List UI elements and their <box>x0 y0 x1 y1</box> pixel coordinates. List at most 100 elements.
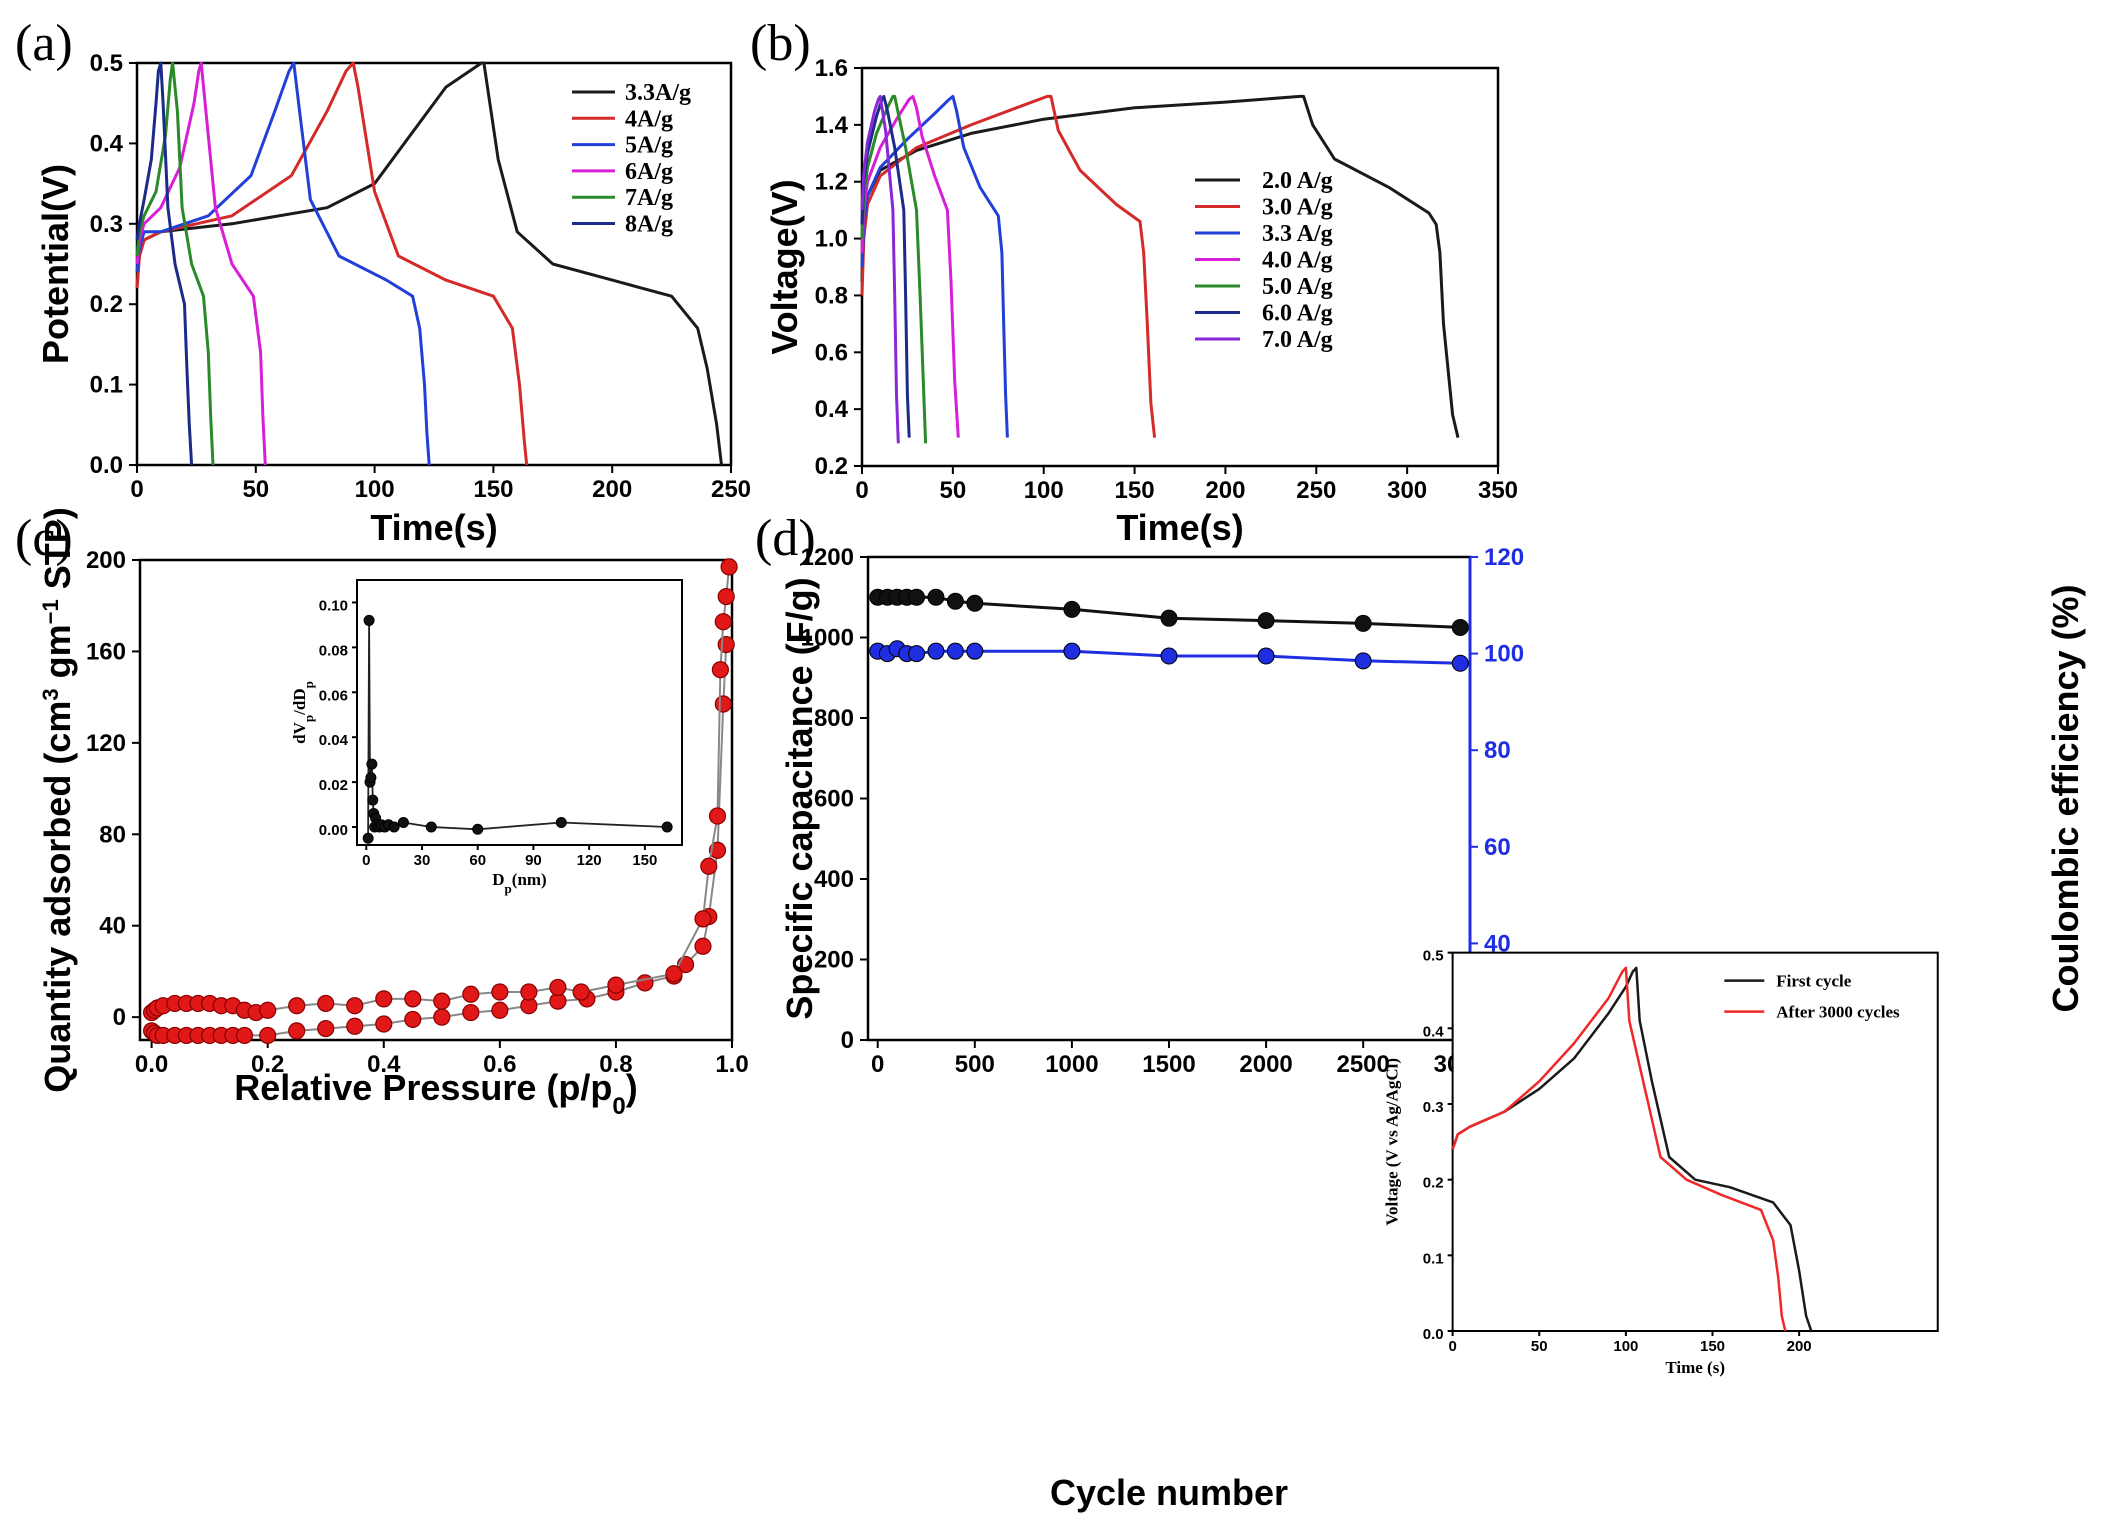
panel-d-inset-x-tick-label: 0 <box>1448 1338 1456 1355</box>
panel-d-y-tick-label: 1200 <box>801 544 854 571</box>
panel-c-inset-bg <box>357 580 682 845</box>
panel-a-x-tick-label: 100 <box>355 476 395 503</box>
panel-c-point <box>259 1026 277 1045</box>
panel-c-x-tick-label: 0.6 <box>483 1051 516 1078</box>
panel-c-inset-point <box>363 614 375 626</box>
panel-c-y-tick-label: 80 <box>99 821 126 848</box>
panel-b-label: (b) <box>750 15 811 72</box>
panel-a-series-line <box>135 61 431 466</box>
panel-b-x-tick-label: 250 <box>1296 477 1336 504</box>
panel-c-inset-ylabel-sub: p <box>301 715 316 722</box>
panel-a-y-tick-label: 0.3 <box>90 211 123 238</box>
panel-b-x-tick-label: 150 <box>1115 477 1155 504</box>
panel-d-x-tick-label: 2500 <box>1336 1051 1389 1078</box>
panel-d-yright-tick-label: 60 <box>1484 834 1511 861</box>
panel-c-point <box>711 661 729 679</box>
panel-c-inset-y-tick-label: 0.02 <box>319 777 348 794</box>
panel-a-series-line <box>135 61 215 466</box>
panel-d-label: (d) <box>755 510 816 567</box>
panel-b-x-tick-label: 50 <box>940 477 967 504</box>
panel-c-point <box>717 587 735 606</box>
panel-c-inset-point <box>472 823 484 835</box>
panel-a-x-tick-label: 200 <box>592 476 632 503</box>
panel-c-point <box>520 983 538 1001</box>
panel-c-y-tick-label: 120 <box>86 730 126 757</box>
panel-d-inset-y-tick-label: 0.2 <box>1423 1175 1444 1192</box>
panel-d-point <box>1451 654 1469 672</box>
panel-d-ylabel: Specific capacitance (F/g) <box>779 577 820 1019</box>
panel-c-point <box>708 841 727 859</box>
panel-c-inset-point <box>362 832 374 844</box>
panel-a-legend-label: 7A/g <box>625 185 673 211</box>
panel-c-point <box>375 990 393 1008</box>
panel-d-point <box>908 588 926 606</box>
panel-d-y-tick-label: 1000 <box>801 625 854 652</box>
panel-d-yright-tick-label: 80 <box>1484 737 1511 764</box>
panel-c-point <box>346 997 364 1015</box>
panel-c-point <box>404 1010 422 1029</box>
panel-d-point <box>1354 652 1372 670</box>
panel-d-y-tick-label: 0 <box>841 1027 854 1054</box>
panel-d-inset-line <box>1451 966 1787 1332</box>
panel-c-x-tick-label: 0.8 <box>599 1051 632 1078</box>
panel-a-ylabel: Potential(V) <box>35 164 76 364</box>
panel-c-point <box>708 807 727 825</box>
panel-d-inset-y-tick-label: 0.4 <box>1423 1023 1445 1040</box>
panel-d-inset-legend-label: First cycle <box>1776 972 1851 991</box>
panel-c-x-tick-label: 0.0 <box>135 1051 168 1078</box>
panel-c-point <box>720 558 738 576</box>
panel-c-point <box>375 1015 393 1033</box>
panel-b-legend-label: 4.0 A/g <box>1262 248 1333 274</box>
panel-c-xlabel-sub: 0 <box>612 1093 625 1120</box>
panel-d-point <box>1354 614 1372 632</box>
panel-c-xlabel-text: Relative Pressure (p/p <box>234 1067 612 1108</box>
panel-c-inset-y-tick-label: 0.04 <box>319 732 349 749</box>
panel-c-inset-point <box>555 817 567 829</box>
panel-b-legend-label: 6.0 A/g <box>1262 301 1333 327</box>
panel-c-xlabel-end: ) <box>626 1067 638 1108</box>
panel-d-x-tick-label: 1500 <box>1142 1051 1195 1078</box>
panel-b-y-tick-label: 1.2 <box>815 169 848 196</box>
panel-a-x-tick-label: 250 <box>711 476 751 503</box>
panel-c-point <box>714 613 732 631</box>
panel-c-inset-frame <box>356 579 683 846</box>
panel-a-x-tick-label: 0 <box>130 476 143 503</box>
panel-b-y-tick-label: 0.2 <box>815 453 848 480</box>
panel-c-x-tick-label: 0.2 <box>251 1051 284 1078</box>
panel-a-y-tick-label: 0.4 <box>90 130 124 157</box>
panel-d-point <box>1160 647 1178 665</box>
panel-d-inset-y-tick-label: 0.5 <box>1423 948 1444 965</box>
panel-a-series-line <box>135 61 267 466</box>
panel-a-legend-label: 6A/g <box>625 159 673 185</box>
panel-c-point <box>491 983 509 1001</box>
panel-c-inset-ylabel-mid: /dD <box>290 688 309 715</box>
panel-b-y-tick-label: 0.6 <box>815 339 848 366</box>
panel-c-point <box>433 992 451 1010</box>
panel-a-series-line <box>135 61 194 466</box>
panel-c-point <box>288 997 306 1015</box>
panel-b-legend-label: 7.0 A/g <box>1262 327 1333 353</box>
panel-c-ylabel-text: Quantity adsorbed (cm <box>37 701 78 1093</box>
panel-c-inset-xlabel: Dp(nm) <box>492 870 546 896</box>
panel-c-point <box>636 974 654 992</box>
panel-c-ylabel-sup: 3 <box>38 688 63 700</box>
panel-c-y-tick-label: 160 <box>86 638 126 665</box>
panel-d-inset-bg <box>1452 952 1938 1332</box>
panel-b-series-line <box>860 94 960 438</box>
panel-c-inset-y-tick-label: 0.00 <box>319 822 348 839</box>
panel-c-inset-point <box>388 821 400 833</box>
panel-d-point <box>927 642 945 660</box>
panel-b-x-tick-label: 0 <box>855 477 868 504</box>
panel-d-inset-x-tick-label: 100 <box>1613 1338 1638 1355</box>
panel-c-point <box>607 976 625 994</box>
panel-d-inset-xlabel: Time (s) <box>1665 1358 1725 1377</box>
panel-b-x-tick-label: 200 <box>1205 477 1245 504</box>
panel-d-x-tick-label: 0 <box>871 1051 884 1078</box>
panel-c-inset-xlabel-text: D <box>492 870 504 889</box>
panel-b-series-line <box>860 94 900 444</box>
panel-d-y-tick-label: 800 <box>814 705 854 732</box>
panel-d-yright-tick-label: 100 <box>1484 641 1524 668</box>
panel-c-point <box>462 985 480 1003</box>
panel-c-y-tick-label: 40 <box>99 913 126 940</box>
